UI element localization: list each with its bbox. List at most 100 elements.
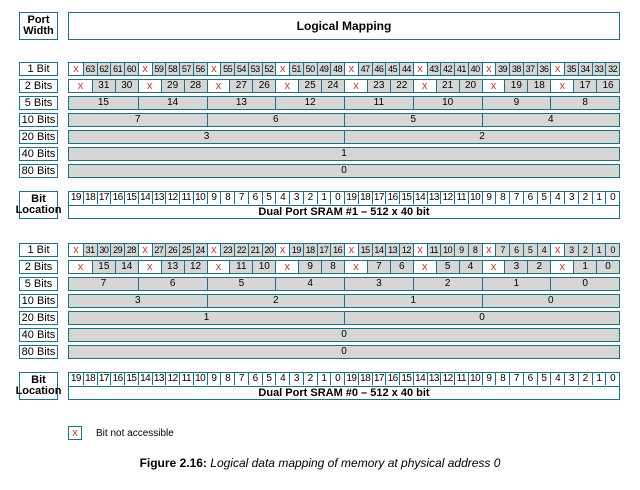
port-width-label: 40 Bits <box>19 328 58 342</box>
data-bit-cell: 3 <box>134 295 141 306</box>
data-bit-cell: 1 <box>481 278 551 290</box>
not-accessible-bit: x <box>550 63 564 75</box>
port-width-label: 20 Bits <box>19 130 58 144</box>
sram-name: Dual Port SRAM #0 – 512 x 40 bit <box>68 386 620 400</box>
not-accessible-bit: x <box>69 244 83 256</box>
data-bit-cell: 3 <box>344 278 413 290</box>
data-bit-cell: 25 <box>179 244 193 256</box>
data-bit-cell: 23 <box>366 80 390 92</box>
data-bit-cell: 12 <box>275 97 344 109</box>
bit-location-cell: 7 <box>509 192 523 204</box>
not-accessible-bit: x <box>206 63 221 75</box>
bit-location-cell: 4 <box>275 192 289 204</box>
bit-location-cell: 2 <box>302 192 317 204</box>
data-bit-cell: 0 <box>344 312 619 324</box>
bit-location-cell: 18 <box>357 373 372 385</box>
not-accessible-bit: x <box>137 80 161 92</box>
bit-location-cell: 15 <box>124 192 138 204</box>
bit-location-cell: 3 <box>289 192 303 204</box>
bit-location-cell: 9 <box>481 192 496 204</box>
bit-location-cell: 1 <box>591 192 606 204</box>
data-bit-cell: 3 <box>203 131 210 142</box>
bit-location-cell: 11 <box>454 373 468 385</box>
data-bit-cell: 14 <box>137 97 207 109</box>
data-bit-cell: 14 <box>371 244 386 256</box>
not-accessible-bit: x <box>275 244 289 256</box>
data-bit-cell: 2 <box>344 131 619 143</box>
data-bit-cell: 2 <box>577 244 592 256</box>
data-bit-cell: 11 <box>426 244 441 256</box>
data-bit-cell: 21 <box>435 80 459 92</box>
data-bit-cell: 58 <box>165 63 179 75</box>
bit-location-cell: 11 <box>454 192 468 204</box>
mapping-row: x 15 14 x 13 12 x 11 10 x 9 8 x 7 6 x 5 4 x 3 2 x 1 0 <box>68 260 620 274</box>
bit-location-cell: 6 <box>522 192 537 204</box>
mapping-row: x 63 62 61 60 x 59 58 57 56 x 55 54 53 52 x 51 50 49 48 x 47 4… <box>68 62 620 76</box>
data-bit-cell: 49 <box>316 63 331 75</box>
data-bit-cell: 42 <box>440 63 454 75</box>
data-bit-cell: 6 <box>509 244 523 256</box>
data-bit-cell: 39 <box>495 63 509 75</box>
not-accessible-bit: x <box>481 80 505 92</box>
data-bit-cell: 54 <box>234 63 248 75</box>
data-bit-cell: 27 <box>229 80 252 92</box>
bit-location-cell: 8 <box>220 192 234 204</box>
port-width-label: 1 Bit <box>19 243 58 257</box>
data-bit-cell: 15 <box>97 97 109 108</box>
bit-location-cell: 4 <box>550 192 564 204</box>
data-bit-cell: 35 <box>564 63 578 75</box>
data-bit-cell: 36 <box>536 63 551 75</box>
data-bit-cell: 1 <box>591 244 606 256</box>
data-bit-cell: 22 <box>389 80 413 92</box>
bit-location-cell: 3 <box>289 373 303 385</box>
data-bit-cell: 57 <box>179 63 193 75</box>
mapping-row: 0 <box>68 164 620 178</box>
bit-location-cell: 19 <box>344 373 358 385</box>
not-accessible-bit: x <box>275 261 299 273</box>
data-bit-cell: 56 <box>192 63 207 75</box>
bit-location-cell: 9 <box>481 373 496 385</box>
data-bit-cell: 18 <box>527 80 550 92</box>
data-bit-cell: 20 <box>458 80 482 92</box>
data-bit-cell: 38 <box>509 63 523 75</box>
data-bit-cell: 2 <box>412 278 482 290</box>
data-bit-cell: 52 <box>261 63 276 75</box>
port-width-label: 10 Bits <box>19 294 58 308</box>
bit-location-cell: 16 <box>110 192 124 204</box>
data-bit-cell: 1 <box>344 295 482 307</box>
bit-location-cell: 2 <box>577 373 592 385</box>
data-bit-cell: 28 <box>183 80 207 92</box>
data-bit-cell: 31 <box>82 244 97 256</box>
bit-location-label: Bit Location <box>16 191 61 219</box>
data-bit-cell: 7 <box>495 244 509 256</box>
data-bit-cell: 10 <box>440 244 454 256</box>
data-bit-cell: 7 <box>366 261 390 273</box>
data-bit-cell: 5 <box>522 244 537 256</box>
data-bit-cell: 17 <box>316 244 331 256</box>
bit-location-cell: 8 <box>220 373 234 385</box>
data-bit-cell: 16 <box>330 244 344 256</box>
bit-location-cell: 16 <box>385 192 399 204</box>
data-bit-cell: 63 <box>82 63 97 75</box>
not-accessible-bit: x <box>69 63 83 75</box>
bit-location-cell: 15 <box>399 373 413 385</box>
data-bit-cell: 0 <box>341 329 347 340</box>
data-bit-cell: 45 <box>385 63 399 75</box>
data-bit-cell: 41 <box>454 63 468 75</box>
data-bit-cell: 10 <box>412 97 482 109</box>
data-bit-cell: 30 <box>114 80 138 92</box>
data-bit-cell: 12 <box>183 261 207 273</box>
not-accessible-bit: x <box>550 261 574 273</box>
data-bit-cell: 61 <box>110 63 124 75</box>
bit-location-cell: 15 <box>399 192 413 204</box>
bit-location-cell: 8 <box>495 192 509 204</box>
data-bit-cell: 28 <box>124 244 138 256</box>
bit-location-cell: 9 <box>206 373 221 385</box>
data-bit-cell: 19 <box>504 80 527 92</box>
not-accessible-bit: x <box>481 261 505 273</box>
data-bit-cell: 4 <box>458 261 482 273</box>
data-bit-cell: 11 <box>229 261 252 273</box>
data-bit-cell: 6 <box>206 114 345 126</box>
bit-location-cell: 18 <box>82 373 97 385</box>
